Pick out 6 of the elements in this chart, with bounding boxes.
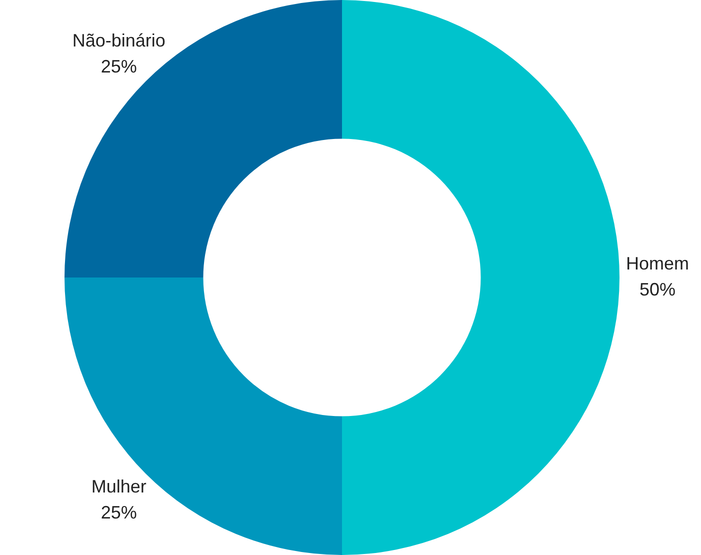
data-label: 25% <box>100 56 137 76</box>
data-label: 50% <box>639 279 676 300</box>
slice-label: Não-binário <box>72 30 166 50</box>
data-label: 25% <box>100 502 137 523</box>
slice-label: Homem <box>626 253 690 274</box>
slice-label: Mulher <box>91 476 146 497</box>
